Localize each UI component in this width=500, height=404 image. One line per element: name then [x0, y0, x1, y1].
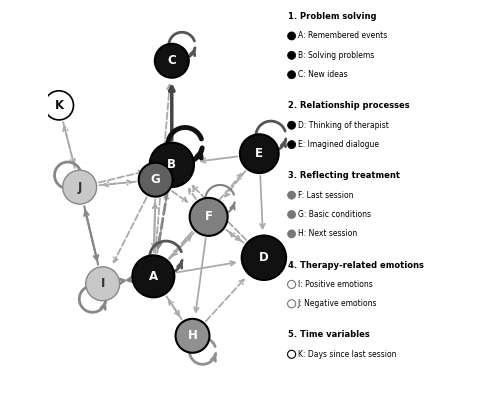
Text: 5. Time variables: 5. Time variables — [288, 330, 370, 339]
Text: I: Positive emotions: I: Positive emotions — [298, 280, 372, 289]
Text: E: E — [256, 147, 264, 160]
Text: 1. Problem solving: 1. Problem solving — [288, 12, 377, 21]
Circle shape — [288, 300, 296, 308]
Text: H: H — [188, 329, 198, 342]
Text: A: Remembered events: A: Remembered events — [298, 32, 387, 40]
Circle shape — [44, 91, 74, 120]
Circle shape — [288, 141, 296, 149]
Text: I: I — [100, 277, 105, 290]
Text: G: G — [151, 173, 160, 186]
Circle shape — [62, 170, 96, 204]
Text: 2. Relationship processes: 2. Relationship processes — [288, 101, 410, 110]
Circle shape — [288, 121, 296, 129]
Text: H: Next session: H: Next session — [298, 229, 357, 238]
Text: K: Days since last session: K: Days since last session — [298, 350, 396, 359]
Text: C: C — [168, 54, 176, 67]
Circle shape — [288, 280, 296, 288]
Text: A: A — [149, 270, 158, 283]
Text: F: Last session: F: Last session — [298, 191, 353, 200]
Text: G: Basic conditions: G: Basic conditions — [298, 210, 370, 219]
Circle shape — [288, 350, 296, 358]
Circle shape — [288, 51, 296, 59]
Circle shape — [288, 230, 296, 238]
Circle shape — [176, 319, 210, 353]
Text: F: F — [204, 210, 212, 223]
Text: D: Thinking of therapist: D: Thinking of therapist — [298, 121, 388, 130]
Circle shape — [288, 191, 296, 199]
Circle shape — [155, 44, 189, 78]
Circle shape — [132, 255, 174, 297]
Text: J: Negative emotions: J: Negative emotions — [298, 299, 377, 308]
Text: B: Solving problems: B: Solving problems — [298, 51, 374, 60]
Circle shape — [150, 143, 194, 187]
Circle shape — [86, 267, 119, 301]
Text: 3. Reflecting treatment: 3. Reflecting treatment — [288, 171, 401, 180]
Text: B: B — [168, 158, 176, 171]
Circle shape — [242, 236, 286, 280]
Text: 4. Therapy-related emotions: 4. Therapy-related emotions — [288, 261, 424, 269]
Circle shape — [240, 134, 279, 173]
Circle shape — [138, 163, 172, 197]
Circle shape — [190, 198, 228, 236]
Text: C: New ideas: C: New ideas — [298, 70, 348, 79]
Text: D: D — [259, 251, 269, 264]
Circle shape — [288, 32, 296, 40]
Text: E: Imagined dialogue: E: Imagined dialogue — [298, 140, 378, 149]
Text: K: K — [54, 99, 64, 112]
Circle shape — [288, 71, 296, 79]
Circle shape — [288, 210, 296, 219]
Text: J: J — [78, 181, 82, 194]
